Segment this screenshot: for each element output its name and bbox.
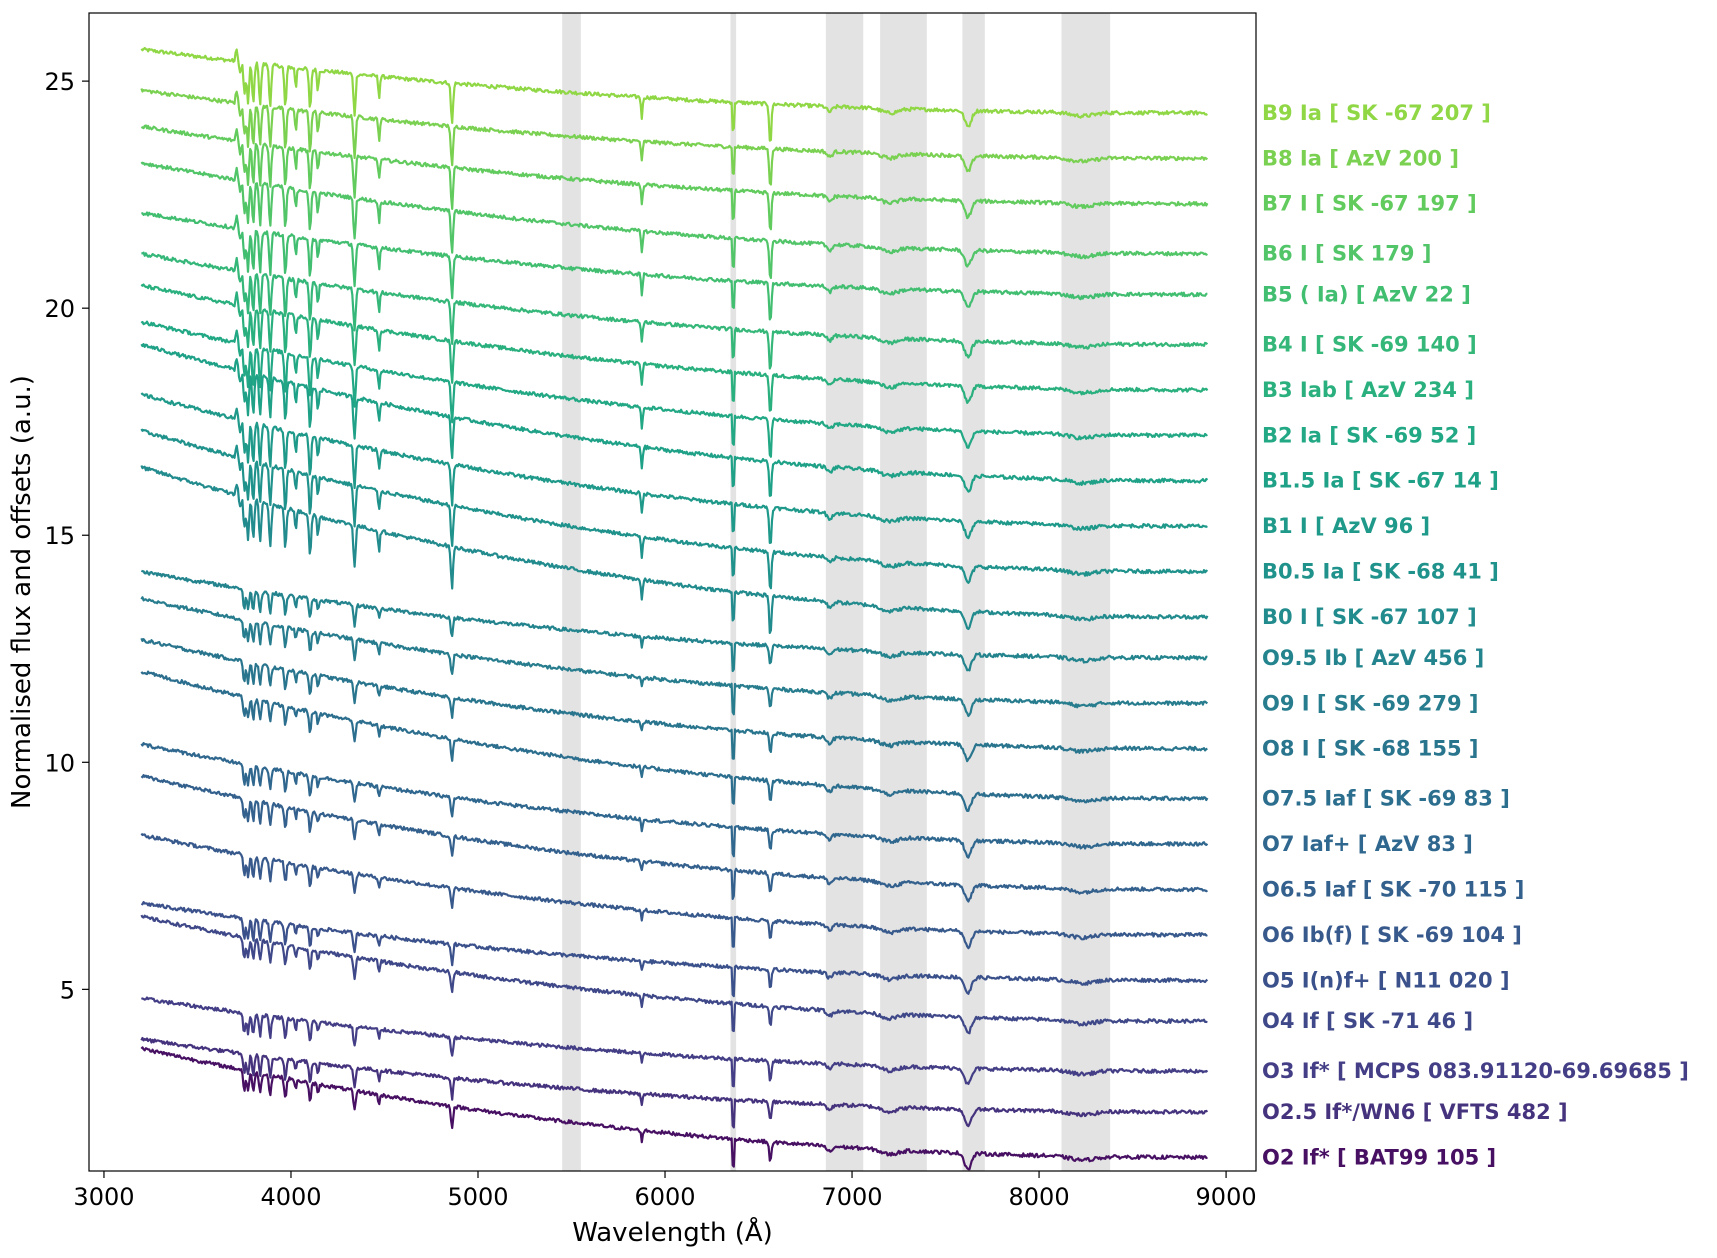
series-label: O8 I [ SK -68 155 ]: [1262, 737, 1479, 761]
series-label: B1 I [ AzV 96 ]: [1262, 514, 1430, 538]
y-axis-ticks: 5 10 15 20 25: [44, 68, 89, 1004]
series-label: O2.5 If*/WN6 [ VFTS 482 ]: [1262, 1100, 1568, 1124]
spectrum-line: [140, 637, 1208, 763]
x-tick-label: 4000: [260, 1183, 321, 1211]
shaded-band: [880, 13, 927, 1171]
series-label: B5 ( Ia) [ AzV 22 ]: [1262, 283, 1471, 307]
y-tick-label: 5: [60, 976, 75, 1004]
series-label: O2 If* [ BAT99 105 ]: [1262, 1145, 1496, 1169]
series-label: O3 If* [ MCPS 083.91120-69.69685 ]: [1262, 1059, 1689, 1083]
shaded-band: [562, 13, 581, 1171]
shaded-band: [825, 13, 864, 1171]
spectrum-line: [140, 900, 1209, 998]
x-tick-label: 7000: [821, 1183, 882, 1211]
series-label: B2 Ia [ SK -69 52 ]: [1262, 423, 1476, 447]
x-tick-label: 5000: [447, 1183, 508, 1211]
spectrum-line: [140, 283, 1209, 412]
spectrum-line: [140, 670, 1209, 813]
spectrum-line: [140, 569, 1208, 673]
series-label: O9.5 Ib [ AzV 456 ]: [1262, 646, 1484, 670]
spectrum-line: [140, 428, 1209, 590]
x-axis-label: Wavelength (Å): [572, 1216, 773, 1248]
spectrum-line: [140, 320, 1208, 458]
spectrum-line: [140, 211, 1208, 321]
spectrum-line: [140, 88, 1208, 186]
series-label: B9 Ia [ SK -67 207 ]: [1262, 101, 1491, 125]
x-tick-label: 6000: [634, 1183, 695, 1211]
spectrum-line: [140, 914, 1208, 1035]
spectrum-line: [140, 832, 1208, 950]
spectrum-line: [140, 465, 1209, 635]
series-label: O4 If [ SK -71 46 ]: [1262, 1009, 1473, 1033]
shaded-band: [962, 13, 985, 1171]
spectrum-line: [140, 343, 1209, 497]
shaded-band: [730, 13, 737, 1171]
spectrum-line: [140, 392, 1208, 545]
series-labels: B9 Ia [ SK -67 207 ] B8 Ia [ AzV 200 ] B7 …: [1262, 101, 1689, 1169]
series-label: B6 I [ SK 179 ]: [1262, 242, 1431, 266]
series-label: B7 I [ SK -67 197 ]: [1262, 192, 1477, 216]
spectrum-line: [140, 773, 1208, 903]
spectrum-line: [140, 741, 1209, 859]
series-label: O7 Iaf+ [ AzV 83 ]: [1262, 832, 1473, 856]
series-label: B0.5 Ia [ SK -68 41 ]: [1262, 560, 1499, 584]
series-label: B4 I [ SK -69 140 ]: [1262, 333, 1477, 357]
series-label: O7.5 Iaf [ SK -69 83 ]: [1262, 787, 1510, 811]
spectrum-line: [140, 596, 1209, 718]
series-label: B0 I [ SK -67 107 ]: [1262, 605, 1477, 629]
x-tick-label: 8000: [1009, 1183, 1070, 1211]
x-axis-ticks: 3000 4000 5000 6000 7000 8000 9000: [73, 1171, 1257, 1211]
x-tick-label: 9000: [1196, 1183, 1257, 1211]
y-tick-label: 20: [44, 295, 75, 323]
spectrum-line: [140, 1036, 1209, 1129]
y-tick-label: 15: [44, 522, 75, 550]
spectrum-line: [140, 46, 1208, 142]
telluric-bands: [562, 13, 1111, 1171]
y-tick-label: 25: [44, 68, 75, 96]
series-label: B8 Ia [ AzV 200 ]: [1262, 146, 1459, 170]
series-label: O6.5 Iaf [ SK -70 115 ]: [1262, 877, 1524, 901]
spectrum-line: [140, 161, 1208, 279]
y-tick-label: 10: [44, 749, 75, 777]
shaded-band: [1061, 13, 1111, 1171]
spectra-series: [140, 46, 1209, 1171]
spectrum-line: [141, 251, 1209, 370]
series-label: O5 I(n)f+ [ N11 020 ]: [1262, 968, 1510, 992]
spectrum-line: [140, 996, 1209, 1088]
spectrum-line: [140, 1046, 1208, 1171]
x-tick-label: 3000: [73, 1183, 134, 1211]
plot-frame: [88, 12, 1257, 1172]
y-axis-label: Normalised flux and offsets (a.u.): [7, 375, 37, 809]
series-label: O9 I [ SK -69 279 ]: [1262, 691, 1479, 715]
series-label: B1.5 Ia [ SK -67 14 ]: [1262, 469, 1499, 493]
spectrum-line: [140, 124, 1209, 231]
series-label: O6 Ib(f) [ SK -69 104 ]: [1262, 923, 1522, 947]
series-label: B3 Iab [ AzV 234 ]: [1262, 378, 1474, 402]
